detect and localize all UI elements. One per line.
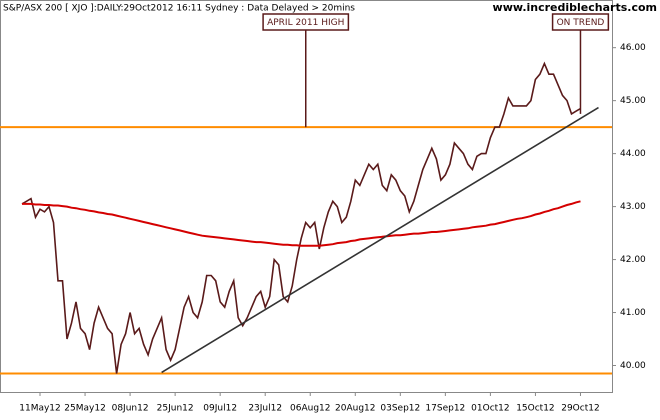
y-tick-label: 43.00 xyxy=(620,202,646,212)
chart-title: S&P/ASX 200 [ XJO ]:DAILY:29Oct2012 16:1… xyxy=(3,4,355,14)
y-tick-label: 46.00 xyxy=(620,43,646,53)
x-tick-label: 09Jul12 xyxy=(203,404,237,414)
x-tick-label: 20Aug12 xyxy=(335,404,375,414)
y-tick-label: 42.00 xyxy=(620,255,646,265)
x-tick-label: 29Oct12 xyxy=(561,404,599,414)
annotation: ON TREND xyxy=(557,18,605,28)
plot-frame xyxy=(0,0,613,393)
x-tick-label: 03Sep12 xyxy=(380,404,420,414)
x-tick-label: 23Jul12 xyxy=(248,404,282,414)
series-line xyxy=(22,200,581,247)
y-tick-label: 40.00 xyxy=(620,361,646,371)
x-tick-label: 08Jun12 xyxy=(112,404,149,414)
x-tick-label: 15Oct12 xyxy=(516,404,554,414)
trendline xyxy=(161,106,599,374)
x-tick-label: 25Jun12 xyxy=(157,404,194,414)
x-tick-label: 17Sep12 xyxy=(425,404,465,414)
y-tick-label: 44.00 xyxy=(620,149,646,159)
annotation: APRIL 2011 HIGH xyxy=(267,18,344,28)
series-line xyxy=(21,61,581,374)
source: www.incrediblecharts.com xyxy=(493,1,657,14)
annotation-box xyxy=(551,13,610,31)
x-tick-label: 01Oct12 xyxy=(471,404,509,414)
x-tick-label: 06Aug12 xyxy=(290,404,330,414)
y-tick-label: 41.00 xyxy=(620,308,646,318)
annotation-box xyxy=(262,13,350,31)
x-tick-label: 11May12 xyxy=(19,404,61,414)
y-tick-label: 45.00 xyxy=(620,96,646,106)
x-tick-label: 25May12 xyxy=(64,404,106,414)
